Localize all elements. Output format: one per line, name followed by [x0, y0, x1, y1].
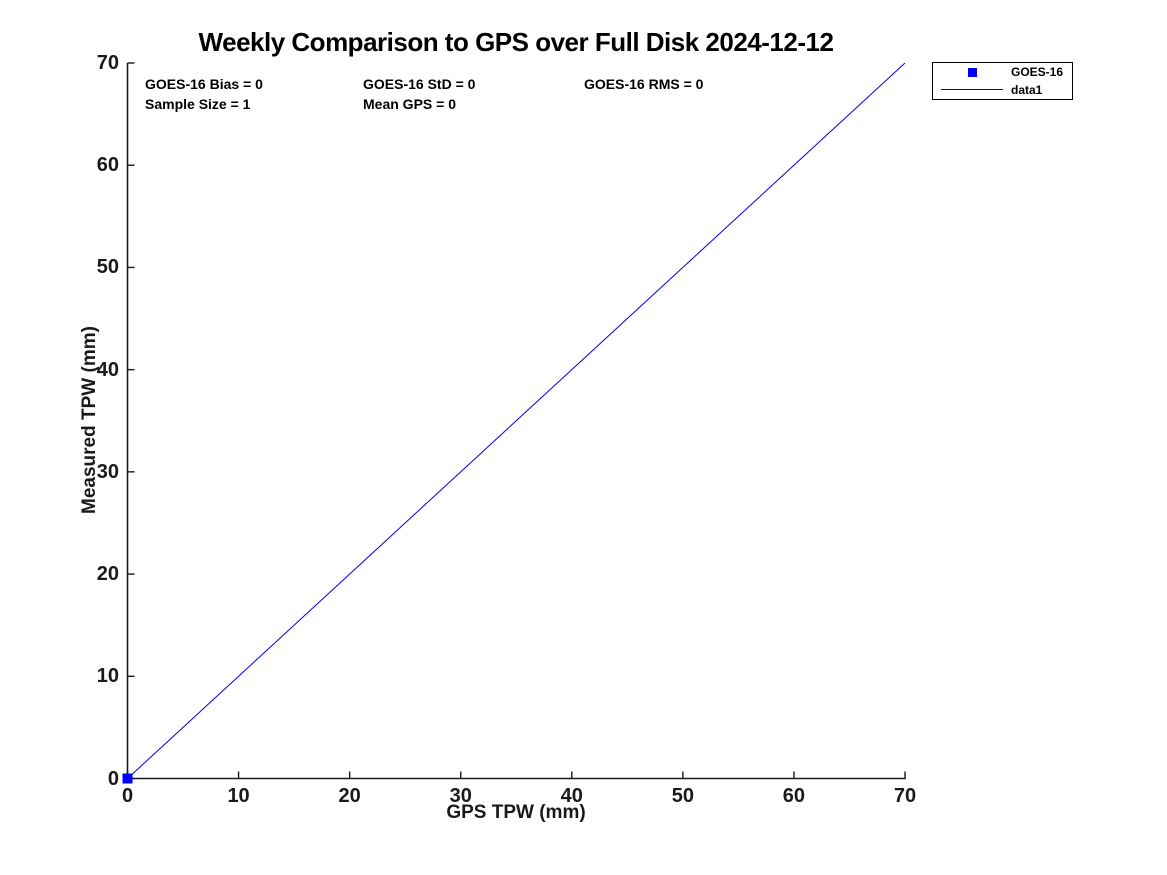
chart-title: Weekly Comparison to GPS over Full Disk … [198, 27, 834, 57]
x-axis-label: GPS TPW (mm) [446, 802, 586, 823]
legend-entry-data1: data1 [933, 81, 1072, 98]
annotation-mean-gps: Mean GPS = 0 [363, 96, 456, 112]
legend-swatch-area [933, 67, 1011, 77]
legend-label-goes16: GOES-16 [1011, 65, 1064, 80]
x-tick-label: 40 [560, 785, 583, 807]
x-tick-label: 30 [449, 785, 472, 807]
y-tick-label: 30 [96, 460, 119, 483]
annotation-sample-size: Sample Size = 1 [145, 96, 251, 112]
legend-line-swatch-icon [941, 89, 1003, 91]
legend-square-marker-icon [967, 67, 977, 77]
y-tick-label: 70 [96, 52, 119, 74]
legend-swatch-area [933, 89, 1011, 91]
y-tick-label: 60 [96, 154, 119, 177]
x-tick-label: 0 [121, 785, 134, 807]
x-tick-label: 10 [227, 785, 250, 807]
legend-label-data1: data1 [1011, 82, 1043, 97]
x-tick-label: 60 [782, 785, 806, 807]
legend-entry-goes16: GOES-16 [933, 64, 1072, 81]
data-line-data1 [127, 62, 906, 779]
annotation-rms: GOES-16 RMS = 0 [584, 76, 704, 92]
legend: GOES-16 data1 [932, 62, 1073, 100]
y-tick-label: 50 [96, 256, 119, 279]
y-tick-label: 10 [96, 665, 119, 688]
x-tick-label: 20 [338, 785, 361, 807]
y-tick-label: 40 [96, 358, 119, 381]
annotation-bias: GOES-16 Bias = 0 [145, 76, 263, 92]
annotation-std: GOES-16 StD = 0 [363, 76, 476, 92]
y-axis-label: Measured TPW (mm) [79, 326, 100, 514]
x-tick-label: 70 [893, 785, 917, 807]
y-tick-label: 0 [107, 767, 119, 790]
y-tick-label: 20 [96, 563, 119, 586]
x-tick-label: 50 [671, 785, 694, 807]
